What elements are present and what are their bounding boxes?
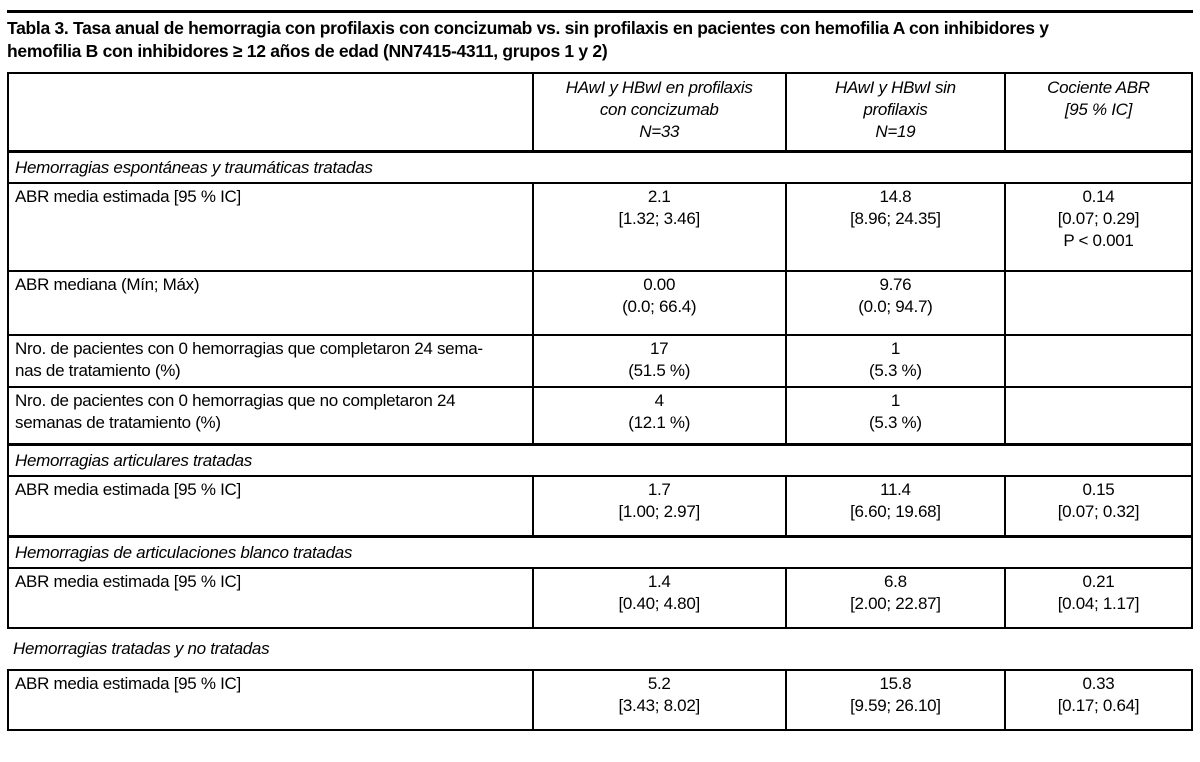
row-label: ABR media estimada [95 % IC]: [7, 182, 534, 272]
header-cociente-abr-column: Cociente ABR [95 % IC]: [1003, 72, 1194, 152]
row-label: Nro. de pacientes con 0 hemorragias que …: [7, 334, 534, 388]
value-sin-profilaxis: 11.4 [6.60; 19.68]: [784, 475, 1006, 537]
value-sin-profilaxis: 1 (5.3 %): [784, 386, 1006, 445]
value-concizumab: 4 (12.1 %): [531, 386, 787, 445]
value-concizumab: 1.7 [1.00; 2.97]: [531, 475, 787, 537]
main-table: HAwI y HBwI en profilaxis con concizumab…: [7, 72, 1194, 629]
value-concizumab: 1.4 [0.40; 4.80]: [531, 567, 787, 629]
section-heading-tratadas-y-no-tratadas: Hemorragias tratadas y no tratadas: [13, 639, 270, 658]
value-sin-profilaxis: 6.8 [2.00; 22.87]: [784, 567, 1006, 629]
section-heading-espontaneas: Hemorragias espontáneas y traumáticas tr…: [7, 149, 1193, 184]
value-cociente: 0.33 [0.17; 0.64]: [1003, 669, 1194, 731]
row-label: ABR media estimada [95 % IC]: [7, 475, 534, 537]
table-row: Nro. de pacientes con 0 hemorragias que …: [7, 334, 1194, 388]
top-rule: [7, 10, 1193, 13]
table-title: Tabla 3. Tasa anual de hemorragia con pr…: [7, 18, 1049, 61]
row-label: ABR media estimada [95 % IC]: [7, 567, 534, 629]
section-heading-articulaciones-blanco: Hemorragias de articulaciones blanco tra…: [7, 534, 1193, 569]
row-label: ABR media estimada [95 % IC]: [7, 669, 534, 731]
value-cociente: 0.21 [0.04; 1.17]: [1003, 567, 1194, 629]
value-concizumab: 5.2 [3.43; 8.02]: [531, 669, 787, 731]
value-cociente: 0.14 [0.07; 0.29] P < 0.001: [1003, 182, 1194, 272]
value-cociente: [1003, 270, 1194, 336]
value-sin-profilaxis: 15.8 [9.59; 26.10]: [784, 669, 1006, 731]
value-sin-profilaxis: 1 (5.3 %): [784, 334, 1006, 388]
section-row-espontaneas: Hemorragias espontáneas y traumáticas tr…: [7, 149, 1193, 184]
secondary-table: ABR media estimada [95 % IC] 5.2 [3.43; …: [7, 669, 1194, 731]
section-heading-articulares: Hemorragias articulares tratadas: [7, 442, 1193, 477]
value-concizumab: 2.1 [1.32; 3.46]: [531, 182, 787, 272]
table-row: ABR media estimada [95 % IC] 5.2 [3.43; …: [7, 669, 1194, 731]
row-label: ABR mediana (Mín; Máx): [7, 270, 534, 336]
table-row: ABR mediana (Mín; Máx) 0.00 (0.0; 66.4) …: [7, 270, 1194, 336]
table-row: Nro. de pacientes con 0 hemorragias que …: [7, 386, 1194, 445]
value-cociente: [1003, 334, 1194, 388]
value-concizumab: 0.00 (0.0; 66.4): [531, 270, 787, 336]
table-row: ABR media estimada [95 % IC] 1.4 [0.40; …: [7, 567, 1194, 629]
header-empty-cell: [7, 72, 534, 152]
value-concizumab: 17 (51.5 %): [531, 334, 787, 388]
header-concizumab-column: HAwI y HBwI en profilaxis con concizumab…: [531, 72, 787, 152]
header-sin-profilaxis-column: HAwI y HBwI sin profilaxis N=19: [784, 72, 1006, 152]
value-cociente: [1003, 386, 1194, 445]
value-sin-profilaxis: 9.76 (0.0; 94.7): [784, 270, 1006, 336]
section-row-articulares: Hemorragias articulares tratadas: [7, 442, 1193, 477]
table-row: ABR media estimada [95 % IC] 2.1 [1.32; …: [7, 182, 1194, 272]
value-cociente: 0.15 [0.07; 0.32]: [1003, 475, 1194, 537]
table-row: ABR media estimada [95 % IC] 1.7 [1.00; …: [7, 475, 1194, 537]
row-label: Nro. de pacientes con 0 hemorragias que …: [7, 386, 534, 445]
section-row-articulaciones-blanco: Hemorragias de articulaciones blanco tra…: [7, 534, 1193, 569]
value-sin-profilaxis: 14.8 [8.96; 24.35]: [784, 182, 1006, 272]
table-header-row: HAwI y HBwI en profilaxis con concizumab…: [7, 72, 1194, 152]
